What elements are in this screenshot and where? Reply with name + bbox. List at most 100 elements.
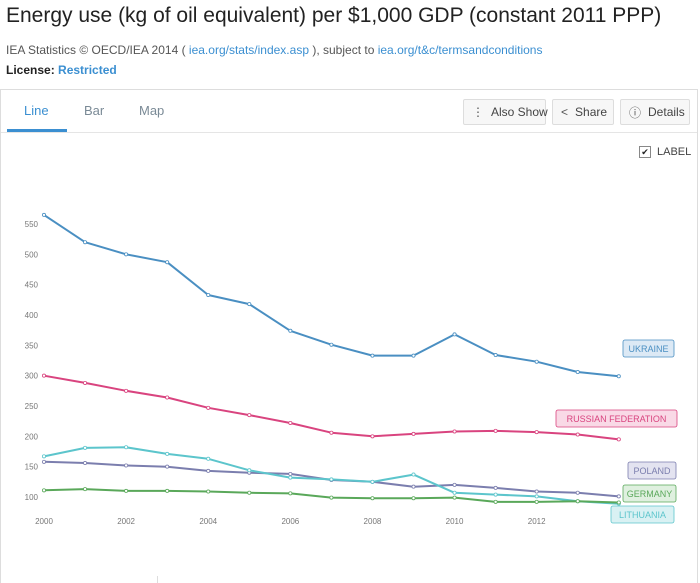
data-point-russia — [288, 420, 293, 425]
details-button[interactable]: ⓘ Details — [620, 99, 690, 125]
data-point-russia — [370, 434, 375, 439]
x-tick-label: 2004 — [199, 517, 217, 526]
source-line: IEA Statistics © OECD/IEA 2014 ( iea.org… — [6, 43, 542, 57]
data-point-poland — [206, 468, 211, 473]
license-label: License: — [6, 63, 55, 77]
data-point-poland — [288, 471, 293, 476]
tab-line[interactable]: Line — [24, 103, 49, 118]
data-point-lithuania — [206, 456, 211, 461]
data-point-ukraine — [83, 240, 88, 245]
x-tick-label: 2006 — [281, 517, 299, 526]
y-tick-label: 400 — [25, 311, 39, 320]
data-point-germany — [370, 496, 375, 501]
data-point-poland — [42, 459, 47, 464]
series-label-poland: POLAND — [633, 466, 671, 476]
x-tick-label: 2000 — [35, 517, 53, 526]
data-point-russia — [206, 405, 211, 410]
x-tick-label: 2008 — [364, 517, 382, 526]
data-point-ukraine — [206, 292, 211, 297]
also-show-button[interactable]: ⋮ Also Show — [463, 99, 548, 125]
data-point-poland — [165, 464, 170, 469]
source-link-stats[interactable]: iea.org/stats/index.asp — [188, 43, 309, 57]
kebab-icon: ⋮ — [472, 105, 484, 119]
label-toggle-text: LABEL — [657, 146, 692, 158]
data-point-ukraine — [42, 212, 47, 217]
data-point-poland — [616, 494, 621, 499]
data-point-russia — [247, 413, 252, 418]
x-tick-label: 2012 — [528, 517, 546, 526]
checkbox-icon[interactable]: ✔ — [639, 146, 651, 158]
series-label-box-ukraine — [622, 339, 675, 358]
share-button[interactable]: < Share — [552, 99, 614, 125]
share-icon: < — [561, 105, 569, 119]
data-point-russia — [616, 437, 621, 442]
tab-map[interactable]: Map — [139, 103, 165, 118]
source-mid: ), subject to — [312, 43, 375, 57]
series-line-lithuania — [43, 446, 619, 505]
data-point-ukraine — [288, 328, 293, 333]
series-line-russia — [43, 374, 619, 441]
data-point-ukraine — [247, 302, 252, 307]
source-prefix: IEA Statistics © OECD/IEA 2014 ( — [6, 43, 186, 57]
license-value[interactable]: Restricted — [58, 63, 117, 77]
license-line: License: Restricted — [6, 63, 117, 77]
data-point-ukraine — [452, 332, 457, 337]
label-toggle[interactable]: ✔ LABEL — [639, 146, 691, 158]
y-tick-label: 300 — [25, 372, 39, 381]
data-point-russia — [329, 430, 334, 435]
data-point-ukraine — [493, 353, 498, 358]
data-point-germany — [493, 499, 498, 504]
data-point-poland — [411, 484, 416, 489]
series-label-box-lithuania — [610, 505, 675, 524]
data-point-russia — [42, 373, 47, 378]
series-label-ukraine: UKRAINE — [628, 344, 668, 354]
data-point-lithuania — [247, 468, 252, 473]
share-label: Share — [575, 105, 608, 119]
data-point-germany — [616, 500, 621, 505]
data-point-germany — [165, 488, 170, 493]
data-point-poland — [124, 463, 129, 468]
data-point-germany — [288, 491, 293, 496]
series-line-ukraine — [43, 214, 619, 378]
data-point-lithuania — [534, 494, 539, 499]
also-show-label: Also Show — [491, 105, 548, 119]
data-point-germany — [42, 488, 47, 493]
source-link-terms[interactable]: iea.org/t&c/termsandconditions — [377, 43, 543, 57]
y-tick-label: 150 — [25, 463, 39, 472]
data-point-lithuania — [42, 454, 47, 459]
data-point-russia — [83, 380, 88, 385]
data-point-russia — [165, 395, 170, 400]
data-point-lithuania — [411, 472, 416, 477]
data-point-lithuania — [370, 479, 375, 484]
data-point-russia — [411, 431, 416, 436]
data-point-poland — [83, 461, 88, 466]
data-point-germany — [329, 495, 334, 500]
data-point-lithuania — [493, 492, 498, 497]
details-label: Details — [648, 105, 685, 119]
data-point-poland — [575, 490, 580, 495]
data-point-poland — [534, 489, 539, 494]
series-label-box-russia — [555, 409, 678, 428]
data-point-ukraine — [329, 342, 334, 347]
data-point-russia — [575, 432, 580, 437]
data-point-ukraine — [411, 353, 416, 358]
tab-bar[interactable]: Bar — [84, 103, 105, 118]
data-point-germany — [452, 495, 457, 500]
y-tick-label: 450 — [25, 281, 39, 290]
chart-panel: Line Bar Map ⋮ Also Show < Share ⓘ Detai… — [0, 89, 698, 583]
data-point-ukraine — [124, 252, 129, 257]
data-point-lithuania — [165, 451, 170, 456]
data-point-germany — [206, 489, 211, 494]
data-point-russia — [124, 388, 129, 393]
data-point-lithuania — [452, 490, 457, 495]
data-point-ukraine — [165, 260, 170, 265]
y-tick-label: 200 — [25, 432, 39, 441]
data-point-germany — [534, 499, 539, 504]
data-point-russia — [452, 429, 457, 434]
series-label-lithuania: LITHUANIA — [619, 510, 666, 520]
series-label-germany: GERMANY — [627, 489, 673, 499]
data-point-germany — [124, 488, 129, 493]
data-point-germany — [411, 496, 416, 501]
y-tick-label: 500 — [25, 250, 39, 259]
y-tick-label: 100 — [25, 493, 39, 502]
